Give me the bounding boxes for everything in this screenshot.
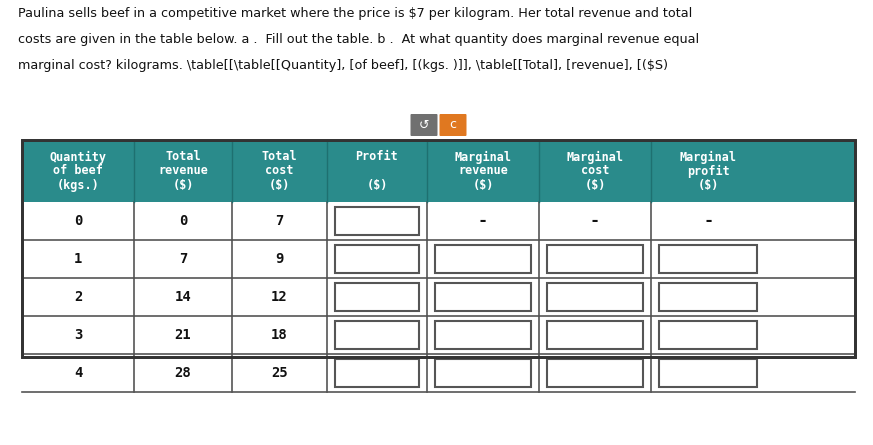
- Bar: [659, 321, 757, 349]
- Bar: [547, 321, 643, 349]
- Bar: [335, 321, 419, 349]
- Bar: [547, 359, 643, 387]
- Text: ($): ($): [367, 178, 388, 191]
- Text: c: c: [450, 118, 457, 132]
- Text: 7: 7: [179, 252, 187, 266]
- Bar: [22, 140, 855, 202]
- Text: revenue: revenue: [458, 165, 508, 178]
- Bar: [335, 283, 419, 311]
- Text: ($): ($): [269, 178, 290, 191]
- Text: ($): ($): [472, 178, 494, 191]
- Text: Quantity: Quantity: [50, 150, 107, 164]
- Text: Profit: Profit: [355, 150, 398, 163]
- Bar: [335, 245, 419, 273]
- Text: 9: 9: [275, 252, 284, 266]
- Bar: [22, 278, 855, 316]
- Bar: [435, 359, 531, 387]
- Text: 2: 2: [74, 290, 82, 304]
- Bar: [22, 316, 855, 354]
- FancyBboxPatch shape: [439, 114, 466, 136]
- Text: 25: 25: [272, 366, 288, 380]
- Bar: [22, 354, 855, 392]
- Bar: [335, 207, 419, 235]
- Text: ($): ($): [698, 178, 718, 191]
- Bar: [435, 321, 531, 349]
- Bar: [659, 245, 757, 273]
- Text: ↺: ↺: [419, 118, 430, 132]
- Text: 21: 21: [175, 328, 191, 342]
- Text: Total: Total: [165, 150, 201, 163]
- Bar: [335, 359, 419, 387]
- Text: Marginal: Marginal: [679, 150, 737, 164]
- Text: 3: 3: [74, 328, 82, 342]
- Bar: [435, 283, 531, 311]
- Text: 12: 12: [272, 290, 288, 304]
- Text: cost: cost: [265, 165, 293, 178]
- Text: Marginal: Marginal: [567, 150, 623, 164]
- Bar: [22, 140, 855, 357]
- Text: 1: 1: [74, 252, 82, 266]
- Text: marginal cost? kilograms. \table[[\table[[Quantity], [of beef], [(kgs. )]], \tab: marginal cost? kilograms. \table[[\table…: [18, 59, 668, 72]
- Text: ($): ($): [584, 178, 606, 191]
- Text: (kgs.): (kgs.): [57, 178, 100, 191]
- Bar: [22, 240, 855, 278]
- Text: Paulina sells beef in a competitive market where the price is $7 per kilogram. H: Paulina sells beef in a competitive mark…: [18, 7, 692, 20]
- Text: 0: 0: [179, 214, 187, 228]
- Text: revenue: revenue: [158, 165, 208, 178]
- Bar: [547, 245, 643, 273]
- Text: profit: profit: [687, 165, 729, 178]
- Text: 18: 18: [272, 328, 288, 342]
- Text: costs are given in the table below. a .  Fill out the table. b .  At what quanti: costs are given in the table below. a . …: [18, 33, 699, 46]
- Bar: [22, 140, 855, 357]
- Text: 14: 14: [175, 290, 191, 304]
- Text: Total: Total: [262, 150, 298, 163]
- Text: -: -: [590, 212, 600, 230]
- Text: Marginal: Marginal: [455, 150, 512, 164]
- Text: of beef: of beef: [53, 165, 103, 178]
- Text: 4: 4: [74, 366, 82, 380]
- Text: 7: 7: [275, 214, 284, 228]
- Bar: [659, 283, 757, 311]
- Text: 28: 28: [175, 366, 191, 380]
- Text: -: -: [703, 212, 713, 230]
- Text: 0: 0: [74, 214, 82, 228]
- Bar: [22, 202, 855, 240]
- Text: ($): ($): [172, 178, 194, 191]
- Bar: [547, 283, 643, 311]
- Text: -: -: [478, 212, 488, 230]
- FancyBboxPatch shape: [410, 114, 437, 136]
- Bar: [435, 245, 531, 273]
- Bar: [659, 359, 757, 387]
- Text: cost: cost: [581, 165, 609, 178]
